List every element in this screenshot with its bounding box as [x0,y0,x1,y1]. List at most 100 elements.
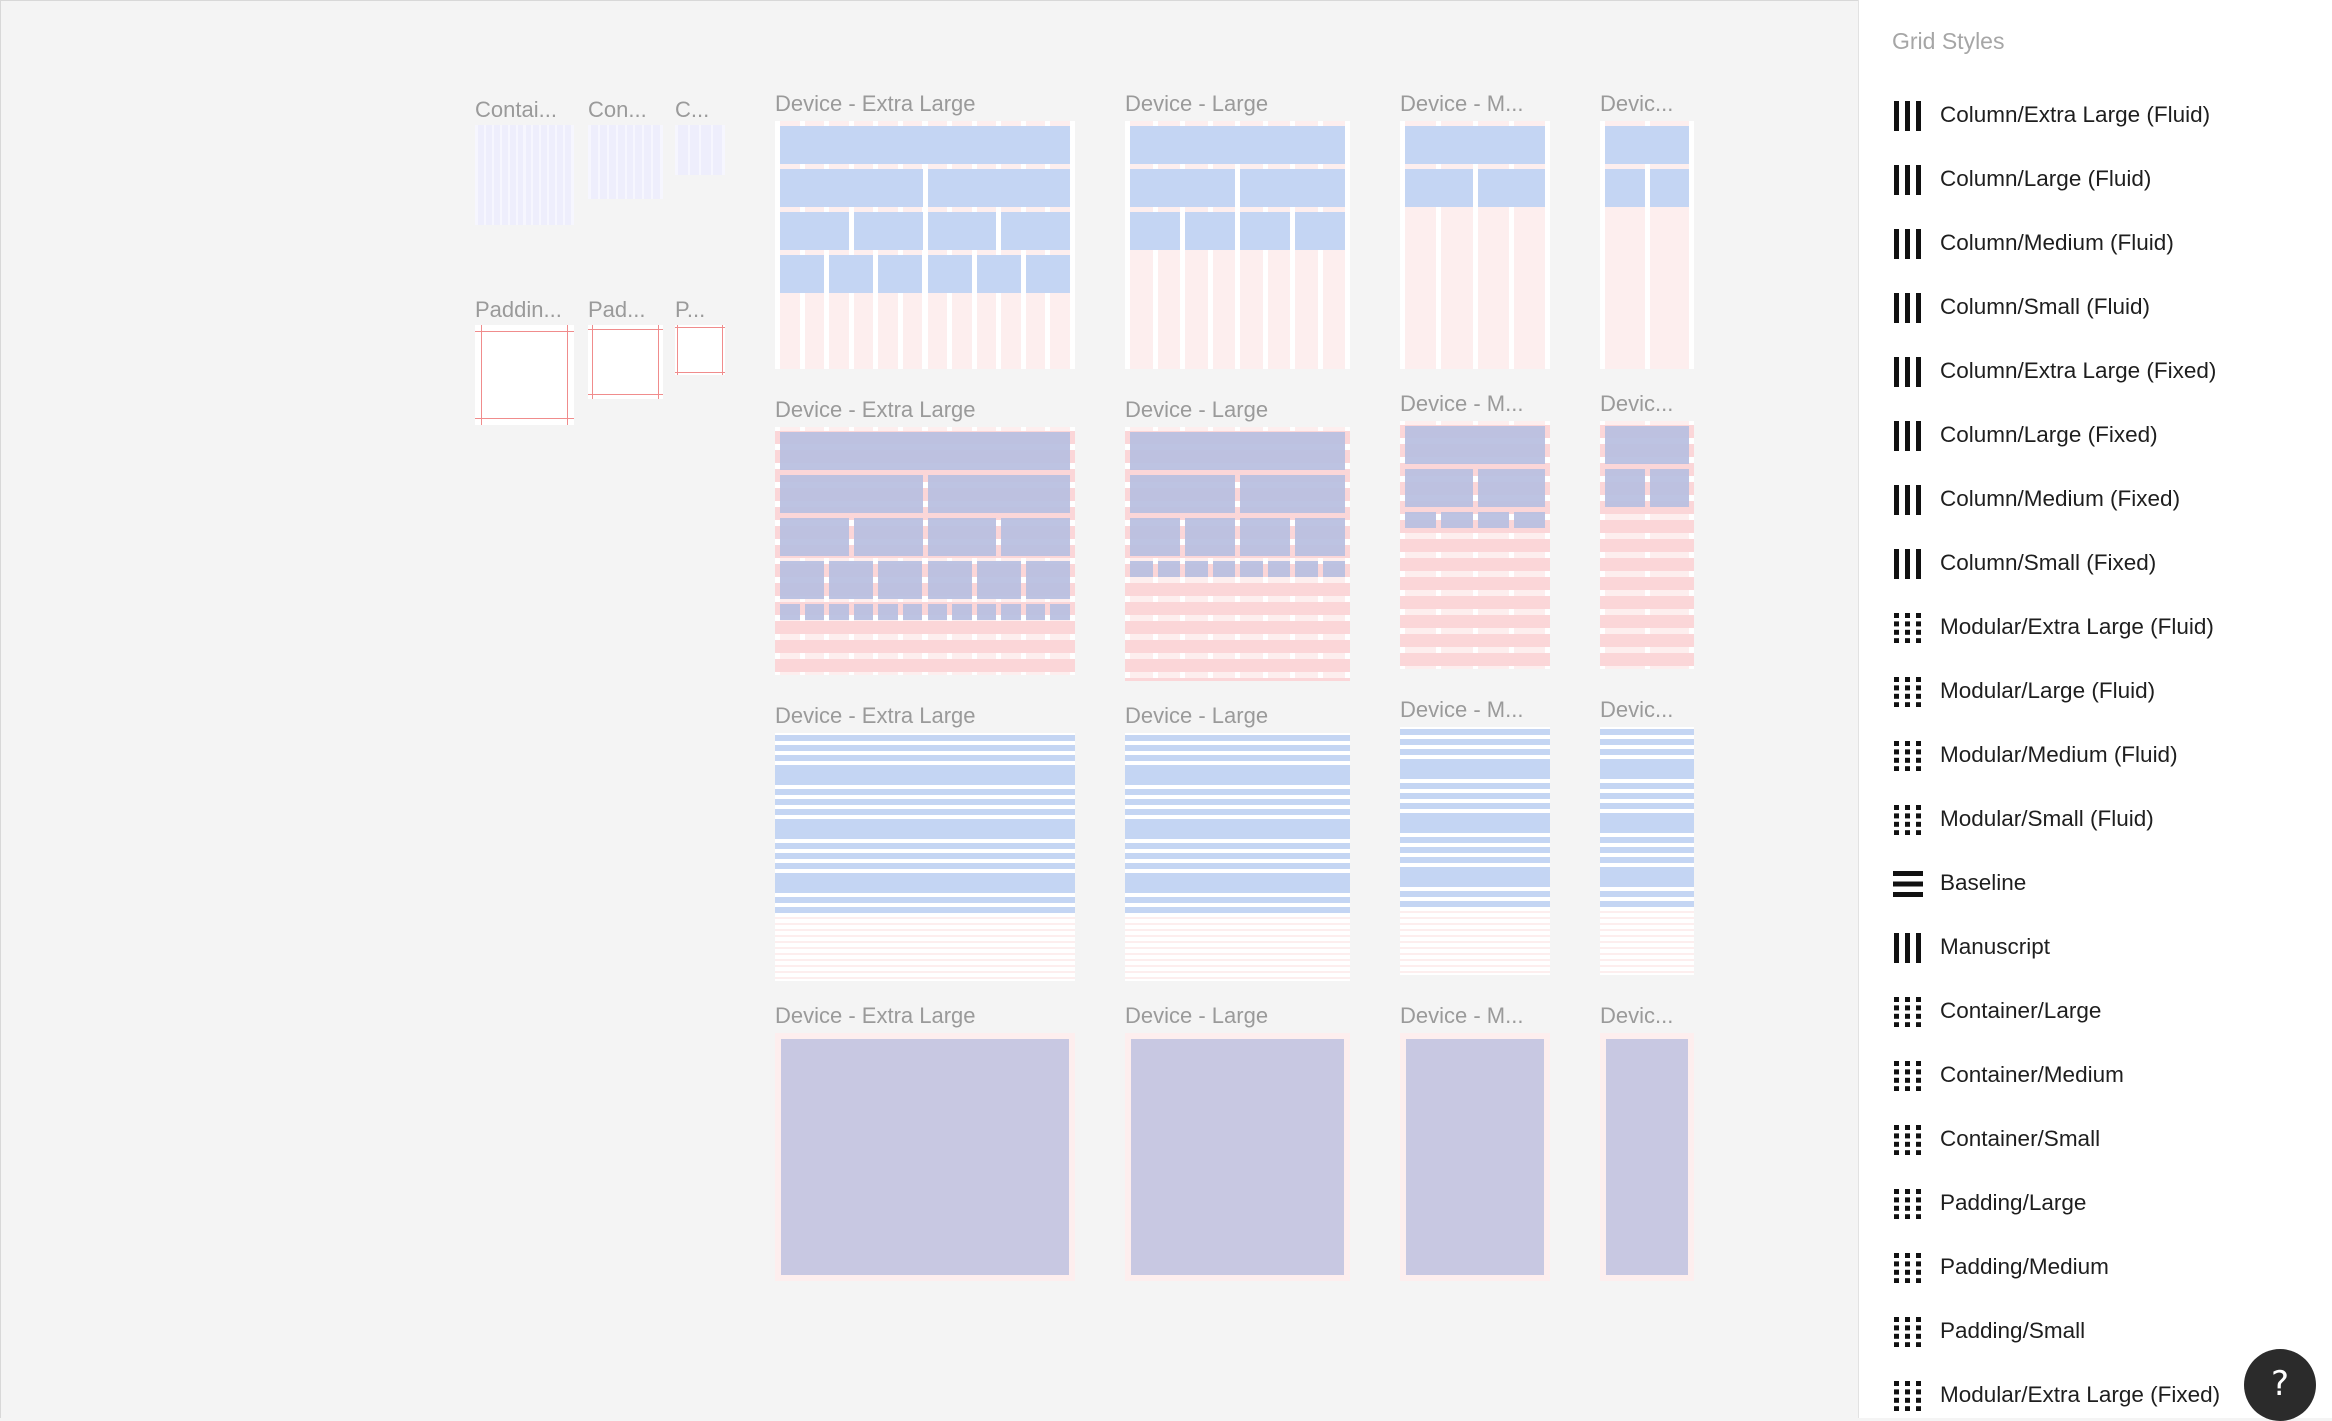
device-frame-label[interactable]: Devic... [1600,1003,1674,1028]
help-button[interactable]: ? [2244,1349,2316,1421]
grid-module [1605,126,1689,164]
grid-style-label: Padding/Medium [1940,1254,2109,1279]
device-frame-padding-md[interactable] [1400,1033,1550,1281]
device-frame-padding-lg[interactable] [1125,1033,1350,1281]
baseline-row [1125,853,1350,859]
device-frame-modular-lg[interactable] [1125,427,1350,681]
grid-column [533,125,540,225]
baseline-row [1600,953,1694,955]
padding-large-frame[interactable] [475,325,574,425]
grid-style-item[interactable]: Padding/Large [1859,1178,2332,1230]
rows-icon [1893,869,1923,899]
device-frame-label[interactable]: Device - M... [1400,91,1524,116]
container-frame-label[interactable]: C... [675,97,710,122]
grid-style-item[interactable]: Modular/Extra Large (Fluid) [1859,602,2332,654]
device-frame-label[interactable]: Device - M... [1400,391,1524,416]
device-frame-baseline-md[interactable] [1400,727,1550,975]
device-frame-baseline-lg[interactable] [1125,733,1350,981]
grid-module [1185,561,1208,577]
grid-module [853,212,923,250]
baseline-row [1125,799,1350,805]
device-frame-label[interactable]: Device - M... [1400,697,1524,722]
device-frame-column-xl[interactable] [775,121,1075,369]
baseline-row [775,947,1075,949]
baseline-row [775,843,1075,849]
grid-style-item[interactable]: Column/Large (Fixed) [1859,410,2332,462]
grid-dots-icon [1893,613,1923,644]
grid-style-item[interactable]: Baseline [1859,858,2332,910]
device-frame-label[interactable]: Device - Extra Large [775,91,976,116]
grid-module [976,255,1021,293]
device-frame-label[interactable]: Device - M... [1400,1003,1524,1028]
device-frame-label[interactable]: Device - Large [1125,703,1269,728]
device-frame-modular-xl[interactable] [775,427,1075,675]
grid-style-item[interactable]: Modular/Large (Fluid) [1859,666,2332,718]
device-frame-modular-md[interactable] [1400,421,1550,669]
grid-dots-icon [1893,805,1923,836]
grid-column [493,125,500,225]
grid-row [1600,596,1694,609]
baseline-row [1600,891,1694,897]
device-frame-label[interactable]: Device - Large [1125,397,1269,422]
device-frame-label[interactable]: Device - Extra Large [775,397,976,422]
grid-style-item[interactable]: Column/Extra Large (Fixed) [1859,346,2332,398]
grid-style-label: Column/Extra Large (Fixed) [1940,358,2217,383]
grid-style-item[interactable]: Column/Small (Fixed) [1859,538,2332,590]
device-frame-label[interactable]: Devic... [1600,391,1674,416]
grid-module [1025,561,1070,599]
grid-column [509,125,516,225]
device-frame-padding-xl[interactable] [775,1033,1075,1281]
device-frame-label[interactable]: Devic... [1600,91,1674,116]
grid-style-item[interactable]: Container/Medium [1859,1050,2332,1102]
device-frame-column-lg[interactable] [1125,121,1350,369]
container-large-frame[interactable] [475,125,574,225]
grid-style-item[interactable]: Container/Large [1859,986,2332,1038]
device-frame-label[interactable]: Device - Extra Large [775,1003,976,1028]
grid-style-item[interactable]: Modular/Medium (Fluid) [1859,730,2332,782]
grid-module [780,518,849,556]
device-frame-label[interactable]: Device - Extra Large [775,703,976,728]
baseline-row [1125,789,1350,795]
device-frame-column-md[interactable] [1400,121,1550,369]
container-frame-label[interactable]: Contai... [475,97,557,122]
baseline-row [1400,923,1550,925]
grid-style-item[interactable]: Padding/Small [1859,1306,2332,1358]
device-frame-label[interactable]: Device - Large [1125,1003,1269,1028]
grid-style-item[interactable]: Manuscript [1859,922,2332,974]
grid-style-item[interactable]: Column/Large (Fluid) [1859,154,2332,206]
device-frame-label[interactable]: Device - Large [1125,91,1269,116]
grid-column [485,125,492,225]
padding-frame-label[interactable]: Pad... [588,297,646,322]
baseline-row [1400,953,1550,955]
grid-style-item[interactable]: Column/Small (Fluid) [1859,282,2332,334]
grid-style-label: Modular/Extra Large (Fixed) [1940,1382,2221,1407]
grid-style-item[interactable]: Modular/Extra Large (Fixed) [1859,1370,2332,1418]
grid-style-item[interactable]: Column/Extra Large (Fluid) [1859,90,2332,142]
device-frame-baseline-xl[interactable] [775,733,1075,981]
device-frame-modular-sm[interactable] [1600,421,1694,669]
padding-frame-label[interactable]: P... [675,297,706,322]
container-frame-label[interactable]: Con... [588,97,647,122]
baseline-row [1400,739,1550,745]
design-canvas[interactable]: Contai... Con... C... Paddin... Pad... P… [0,0,1858,1418]
padding-frame-label[interactable]: Paddin... [475,297,562,322]
padding-medium-frame[interactable] [588,325,663,399]
container-medium-frame[interactable] [588,125,663,199]
baseline-row [1400,803,1550,809]
grid-style-item[interactable]: Padding/Medium [1859,1242,2332,1294]
columns-icon [1893,101,1923,131]
grid-style-item[interactable]: Container/Small [1859,1114,2332,1166]
padding-small-frame[interactable] [675,325,725,375]
device-frame-padding-sm[interactable] [1600,1033,1694,1281]
grid-module [1240,169,1345,207]
baseline-row [775,923,1075,925]
device-frame-label[interactable]: Devic... [1600,697,1674,722]
container-small-frame[interactable] [675,125,725,175]
grid-style-item[interactable]: Column/Medium (Fixed) [1859,474,2332,526]
device-frame-baseline-sm[interactable] [1600,727,1694,975]
grid-style-item[interactable]: Column/Medium (Fluid) [1859,218,2332,270]
baseline-row [1125,735,1350,741]
device-frame-column-sm[interactable] [1600,121,1694,369]
grid-style-item[interactable]: Modular/Small (Fluid) [1859,794,2332,846]
grid-dots-icon [1893,677,1923,708]
